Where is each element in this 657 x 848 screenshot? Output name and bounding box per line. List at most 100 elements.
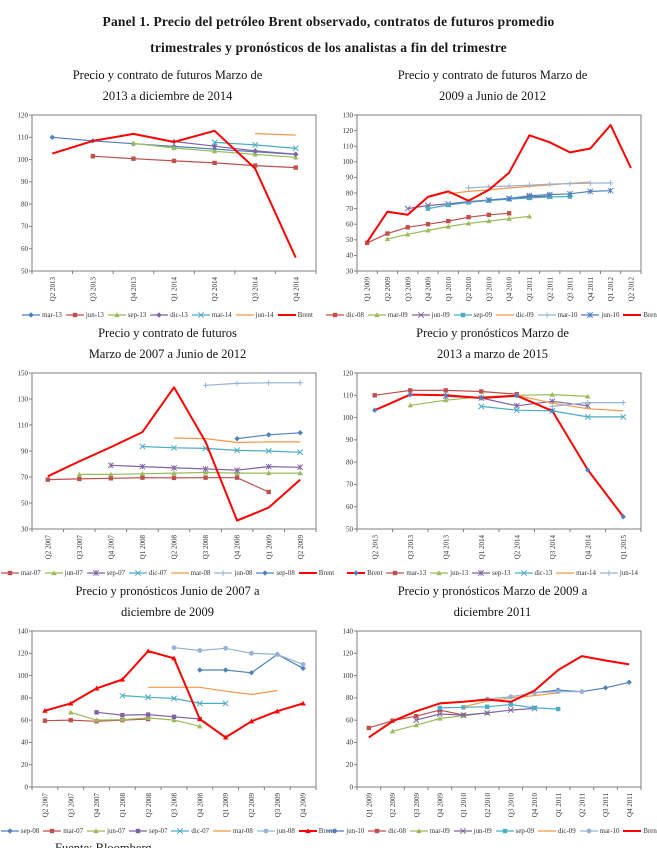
svg-text:Q1 2009: Q1 2009 <box>265 535 273 560</box>
legend-swatch-dic-09 <box>496 314 515 316</box>
svg-text:Q4 2008: Q4 2008 <box>234 535 242 560</box>
svg-text:Q3 2009: Q3 2009 <box>413 793 421 818</box>
svg-text:Q1 2009: Q1 2009 <box>222 793 230 818</box>
source-note: Fuente: Bloomberg. <box>55 841 155 848</box>
legend-item-dic-08: dic-08 <box>368 827 406 835</box>
legend-swatch-jun-13 <box>430 570 449 576</box>
legend-item-sep-09: sep-09 <box>453 311 492 319</box>
legend-item-mar-14: mar-14 <box>191 311 232 319</box>
chart-title: Precio y pronósticos Marzo de 2013 a mar… <box>416 326 569 361</box>
legend-label: jun-10 <box>346 827 365 835</box>
chart-title: Precio y contrato de futuros Marzo de 20… <box>397 68 588 103</box>
legend-label: sep-07 <box>106 569 126 577</box>
chart-title: Precio y pronósticos Marzo de 2009 a dic… <box>397 584 588 619</box>
svg-text:Q4 2007: Q4 2007 <box>93 793 101 818</box>
legend-label: mar-08 <box>190 569 211 577</box>
legend-swatch-sep-09 <box>453 312 472 318</box>
legend-label: sep-08 <box>276 569 295 577</box>
legend-label: jun-08 <box>276 827 295 835</box>
legend-item-dic-07: dic-07 <box>171 827 209 835</box>
legend-label: dic-09 <box>516 311 534 319</box>
legend-swatch-mar-10 <box>537 312 556 318</box>
legend-item-jun-10: jun-10 <box>326 827 364 835</box>
svg-text:40: 40 <box>346 739 354 747</box>
legend-item-jun-13: jun-13 <box>430 569 468 577</box>
legend-label: jun-07 <box>107 827 126 835</box>
legend-label: mar-13 <box>406 569 427 577</box>
legend-swatch-mar-09 <box>409 828 428 834</box>
svg-text:140: 140 <box>18 627 29 635</box>
legend-label: jun-10 <box>601 311 620 319</box>
legend-item-mar-09: mar-09 <box>409 827 450 835</box>
svg-text:50: 50 <box>346 236 354 244</box>
chart-futures-2009-2012: Precio y contrato de futuros Marzo de 20… <box>326 63 657 321</box>
svg-text:70: 70 <box>346 481 354 489</box>
legend-label: dic-13 <box>170 311 188 319</box>
svg-text:60: 60 <box>346 716 354 724</box>
legend-label: mar-10 <box>557 311 578 319</box>
svg-text:Q4 2014: Q4 2014 <box>292 277 300 302</box>
svg-text:Q1 2011: Q1 2011 <box>526 277 534 302</box>
legend-item-jun-07: jun-07 <box>87 827 125 835</box>
legend-item-sep-13: sep-13 <box>107 311 146 319</box>
chart-futures-2007-2012: Precio y contrato de futuros Marzo de 20… <box>0 321 334 579</box>
svg-text:Q1 2011: Q1 2011 <box>555 793 563 818</box>
svg-text:Q3 2010: Q3 2010 <box>485 277 493 302</box>
legend-item-jun-09: jun-09 <box>453 827 492 835</box>
svg-text:110: 110 <box>343 392 354 400</box>
svg-text:Q4 2007: Q4 2007 <box>107 535 115 560</box>
legend-swatch-mar-14 <box>556 572 575 574</box>
chart-legend: sep-08 mar-07 jun-07 sep-07 dic-07 mar-08 jun-… <box>0 825 334 837</box>
legend-item-sep-09: sep-09 <box>495 827 534 835</box>
legend-item-jun-08: jun-08 <box>256 827 295 835</box>
svg-text:60: 60 <box>21 245 29 253</box>
legend-label: jun-08 <box>234 569 253 577</box>
svg-text:90: 90 <box>346 436 354 444</box>
legend-swatch-brent <box>277 314 296 316</box>
svg-text:130: 130 <box>18 395 29 403</box>
legend-label: mar-14 <box>576 569 596 577</box>
svg-text:Q4 2009: Q4 2009 <box>436 793 444 818</box>
legend-swatch-dic-13 <box>514 569 533 577</box>
legend-item-jun-08: jun-08 <box>214 569 252 577</box>
svg-text:Q3 2014: Q3 2014 <box>252 277 260 302</box>
svg-text:Q2 2013: Q2 2013 <box>371 535 379 560</box>
svg-text:120: 120 <box>18 650 29 658</box>
legend-label: Brent <box>643 827 657 835</box>
legend-label: mar-14 <box>211 311 232 319</box>
legend-label: jun-14 <box>619 569 638 577</box>
svg-text:0: 0 <box>25 783 29 791</box>
svg-text:120: 120 <box>18 111 29 119</box>
svg-text:110: 110 <box>343 143 354 151</box>
svg-text:140: 140 <box>343 627 354 635</box>
legend-item-brent: Brent <box>623 311 657 319</box>
legend-label: mar-07 <box>20 569 41 577</box>
svg-text:70: 70 <box>21 223 29 231</box>
legend-swatch-mar-08 <box>170 572 189 574</box>
svg-text:Q1 2008: Q1 2008 <box>119 793 127 818</box>
svg-text:Q2 2007: Q2 2007 <box>42 793 50 818</box>
legend-item-jun-10: jun-10 <box>581 311 619 319</box>
svg-text:Q3 2014: Q3 2014 <box>549 535 557 560</box>
legend-swatch-dic-07 <box>171 827 190 835</box>
legend-item-sep-08: sep-08 <box>0 827 39 835</box>
svg-text:50: 50 <box>346 525 354 533</box>
legend-swatch-mar-13 <box>386 570 405 576</box>
svg-text:Q2 2012: Q2 2012 <box>627 277 635 302</box>
svg-text:Q1 2015: Q1 2015 <box>620 535 628 560</box>
svg-text:Q4 2010: Q4 2010 <box>506 277 514 302</box>
svg-text:60: 60 <box>346 221 354 229</box>
legend-label: mar-09 <box>429 827 450 835</box>
legend-item-mar-13: mar-13 <box>22 311 62 319</box>
svg-text:Q1 2014: Q1 2014 <box>171 277 179 302</box>
legend-item-mar-10: mar-10 <box>537 311 578 319</box>
svg-text:Q3 2007: Q3 2007 <box>76 535 84 560</box>
svg-text:90: 90 <box>346 174 354 182</box>
svg-text:30: 30 <box>346 267 354 275</box>
legend-item-brent: Brent <box>277 311 313 319</box>
legend-swatch-sep-13 <box>107 312 126 318</box>
svg-text:120: 120 <box>343 127 354 135</box>
legend-swatch-mar-14 <box>191 311 210 319</box>
legend-item-sep-08: sep-08 <box>256 569 295 577</box>
chart-canvas: 30 40 50 60 70 80 90 100 110 120 130 Q1 2009 Q2 2009… <box>343 111 642 302</box>
